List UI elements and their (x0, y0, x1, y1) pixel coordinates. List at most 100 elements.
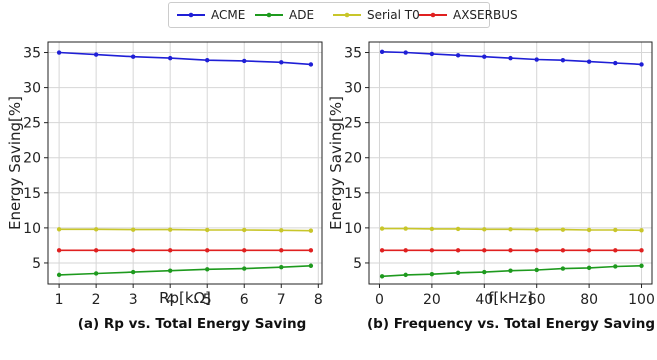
legend-label-acme: ACME (211, 8, 246, 22)
point-acme (429, 51, 435, 57)
point-axserbus (205, 248, 210, 253)
point-acme (308, 62, 314, 67)
point-acme (455, 53, 461, 58)
point-serial-t0 (167, 227, 173, 232)
point-axserbus (167, 248, 173, 253)
point-serial-t0 (508, 227, 513, 232)
point-ade (279, 264, 284, 270)
point-serial-t0 (482, 227, 487, 232)
point-ade (242, 266, 247, 271)
point-serial-t0 (279, 228, 284, 233)
point-ade (455, 270, 461, 275)
point-axserbus (613, 248, 618, 253)
point-ade (130, 269, 136, 275)
point-acme (130, 54, 136, 59)
point-acme (279, 60, 284, 65)
series-line-serial-t0 (59, 228, 311, 232)
legend-item-ade: ADE (255, 3, 314, 27)
point-serial-t0 (56, 227, 62, 232)
point-ade (534, 267, 539, 273)
chart-caption: (b) Frequency vs. Total Energy Saving (367, 316, 655, 332)
point-acme (167, 55, 173, 61)
series-line-acme (59, 51, 311, 66)
point-acme (534, 57, 539, 62)
legend: ACME ADE Serial T0 AXSERBUS (168, 2, 518, 28)
y-tick-label: 30 (23, 81, 41, 97)
legend-swatch-acme (177, 12, 205, 18)
point-acme (586, 59, 592, 64)
point-serial-t0 (639, 228, 644, 233)
point-axserbus (534, 248, 539, 253)
x-tick-label: 2 (92, 292, 101, 308)
point-acme (403, 50, 408, 55)
x-tick-label: 3 (129, 292, 138, 308)
point-serial-t0 (586, 227, 592, 233)
point-serial-t0 (429, 226, 435, 232)
point-ade (613, 264, 618, 269)
point-axserbus (639, 248, 644, 253)
y-tick-label: 10 (23, 221, 41, 237)
point-serial-t0 (560, 227, 566, 232)
point-serial-t0 (93, 227, 99, 232)
legend-item-serial-t0: Serial T0 (333, 3, 420, 27)
plot-frame (47, 41, 323, 285)
point-ade (56, 272, 62, 278)
x-tick-label: 20 (423, 292, 441, 308)
point-ade (639, 263, 644, 268)
x-axis-label: f[kHz] (488, 289, 533, 307)
point-ade (482, 269, 487, 275)
point-acme (613, 60, 618, 66)
point-serial-t0 (242, 227, 247, 233)
y-tick-label: 10 (344, 221, 362, 237)
legend-label-axserbus: AXSERBUS (453, 8, 518, 22)
x-tick-label: 0 (375, 292, 384, 308)
point-serial-t0 (613, 227, 618, 233)
y-tick-label: 5 (32, 256, 41, 272)
y-tick-label: 35 (23, 46, 41, 62)
point-ade (403, 272, 408, 278)
point-ade (586, 265, 592, 271)
x-tick-label: 4 (166, 292, 175, 308)
y-tick-label: 15 (344, 186, 362, 202)
point-ade (429, 271, 435, 277)
legend-swatch-axserbus (419, 12, 447, 18)
point-axserbus (379, 248, 385, 253)
y-tick-label: 20 (344, 151, 362, 167)
point-axserbus (308, 248, 314, 253)
legend-label-serial-t0: Serial T0 (367, 8, 420, 22)
y-tick-label: 15 (23, 186, 41, 202)
point-axserbus (93, 248, 99, 253)
point-ade (205, 267, 210, 272)
x-tick-label: 8 (314, 292, 323, 308)
point-axserbus (130, 248, 136, 253)
series-line-ade (59, 265, 311, 276)
point-serial-t0 (455, 226, 461, 232)
x-tick-label: 100 (628, 292, 655, 308)
legend-item-axserbus: AXSERBUS (419, 3, 518, 27)
y-axis-label: Energy Saving[%] (6, 96, 24, 230)
x-axis-label: Rp[kΩ] (159, 289, 211, 307)
point-ade (308, 263, 314, 268)
point-serial-t0 (130, 227, 136, 232)
x-tick-label: 40 (475, 292, 493, 308)
legend-swatch-ade (255, 12, 283, 18)
y-tick-label: 25 (23, 116, 41, 132)
legend-swatch-serial-t0 (333, 12, 361, 18)
point-axserbus (586, 248, 592, 253)
point-axserbus (482, 248, 487, 253)
plot-frame (368, 41, 653, 285)
point-acme (242, 58, 247, 64)
y-tick-label: 5 (353, 256, 362, 272)
point-ade (167, 268, 173, 273)
point-acme (93, 52, 99, 57)
point-acme (639, 62, 644, 67)
point-serial-t0 (379, 226, 385, 231)
legend-item-acme: ACME (177, 3, 245, 27)
y-tick-label: 35 (344, 46, 362, 62)
x-tick-label: 6 (240, 292, 249, 308)
point-serial-t0 (403, 226, 408, 231)
chart-2: 0 20 40 60 80 100 5 10 15 20 25 30 35 f[kHz] Energy Sa… (327, 41, 655, 332)
point-acme (56, 50, 62, 55)
point-acme (508, 55, 513, 61)
x-tick-label: 7 (277, 292, 286, 308)
